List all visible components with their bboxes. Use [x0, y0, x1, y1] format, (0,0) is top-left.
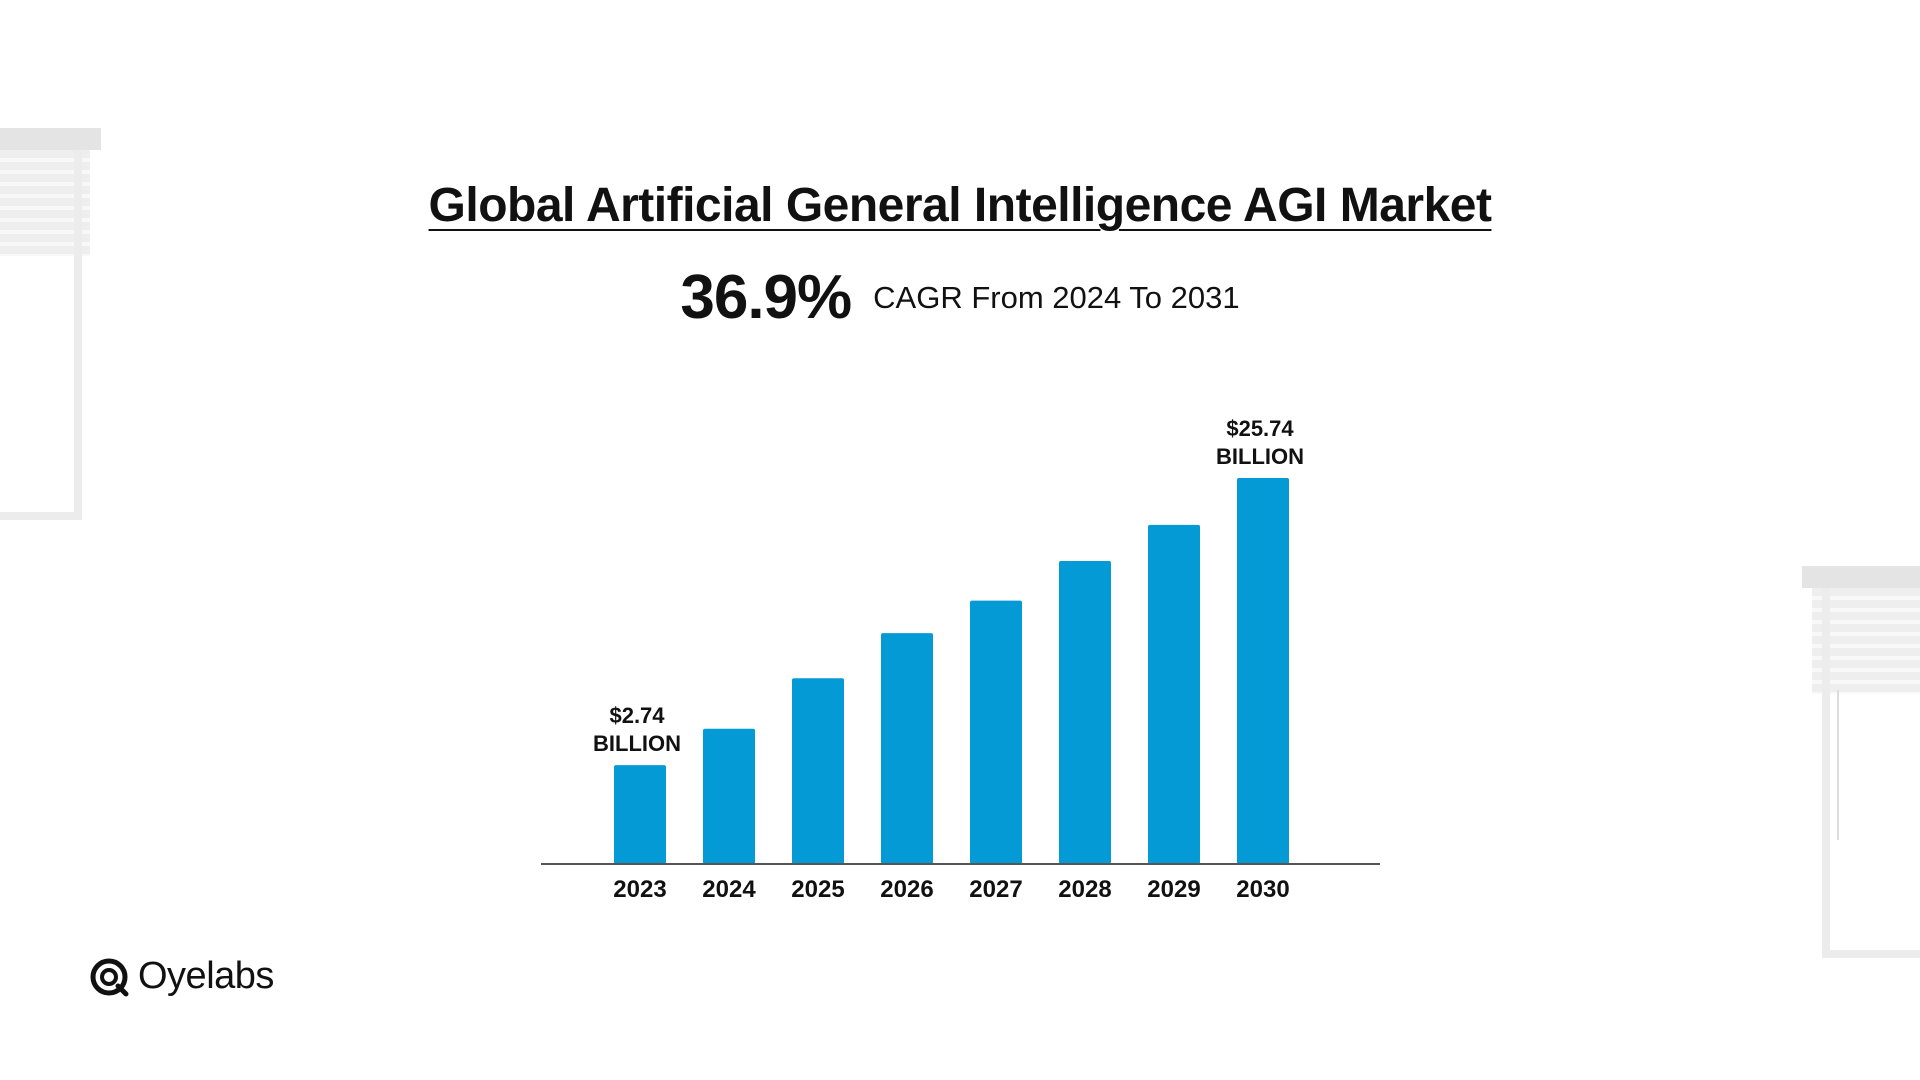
left-blind-rail: [0, 128, 101, 150]
brand-name: Oyelabs: [138, 955, 274, 997]
x-tick-2024: 2024: [702, 876, 756, 903]
cagr-label: CAGR From 2024 To 2031: [873, 279, 1240, 315]
chart-title: Global Artificial General Intelligence A…: [0, 178, 1920, 233]
x-tick-2027: 2027: [969, 876, 1022, 903]
right-blind-base: [1822, 950, 1920, 958]
x-tick-2028: 2028: [1058, 876, 1111, 903]
bars-group: [614, 478, 1289, 864]
bar-2029: [1148, 524, 1200, 864]
bar-2026: [881, 633, 933, 864]
data-label-2023-line-2: BILLION: [593, 731, 681, 756]
chart-title-text: Global Artificial General Intelligence A…: [428, 179, 1492, 232]
cagr-value: 36.9%: [680, 263, 852, 332]
data-label-2030-line-2: BILLION: [1216, 444, 1304, 469]
x-tick-2025: 2025: [791, 876, 844, 903]
right-blind-rail: [1802, 566, 1920, 588]
x-tick-2023: 2023: [613, 876, 666, 903]
bar-2027: [970, 600, 1022, 864]
oyelabs-logo-icon: [90, 958, 129, 996]
bar-2028: [1059, 560, 1111, 864]
bar-2025: [792, 678, 844, 864]
right-blind-cord: [1837, 690, 1839, 840]
data-label-2023-line-1: $2.74: [609, 703, 665, 728]
left-blind-base: [0, 512, 82, 520]
bar-2030: [1237, 478, 1289, 864]
x-tick-2029: 2029: [1147, 876, 1200, 903]
cagr-headline: 36.9% CAGR From 2024 To 2031: [0, 262, 1920, 333]
bar-2023: [614, 765, 666, 864]
right-blind-slats: [1812, 588, 1920, 694]
brand-logo: Oyelabs: [88, 955, 274, 998]
right-blind-frame: [1822, 588, 1830, 958]
x-tick-2026: 2026: [880, 876, 933, 903]
x-tick-labels: 2023 2024 2025 2026 2027 2028 2029 2030: [613, 876, 1289, 903]
data-label-2030-line-1: $25.74: [1226, 416, 1294, 441]
bar-2024: [703, 728, 755, 864]
left-blind-frame: [74, 150, 82, 520]
data-labels: $2.74 BILLION $25.74 BILLION: [593, 416, 1304, 756]
x-tick-2030: 2030: [1236, 876, 1289, 903]
